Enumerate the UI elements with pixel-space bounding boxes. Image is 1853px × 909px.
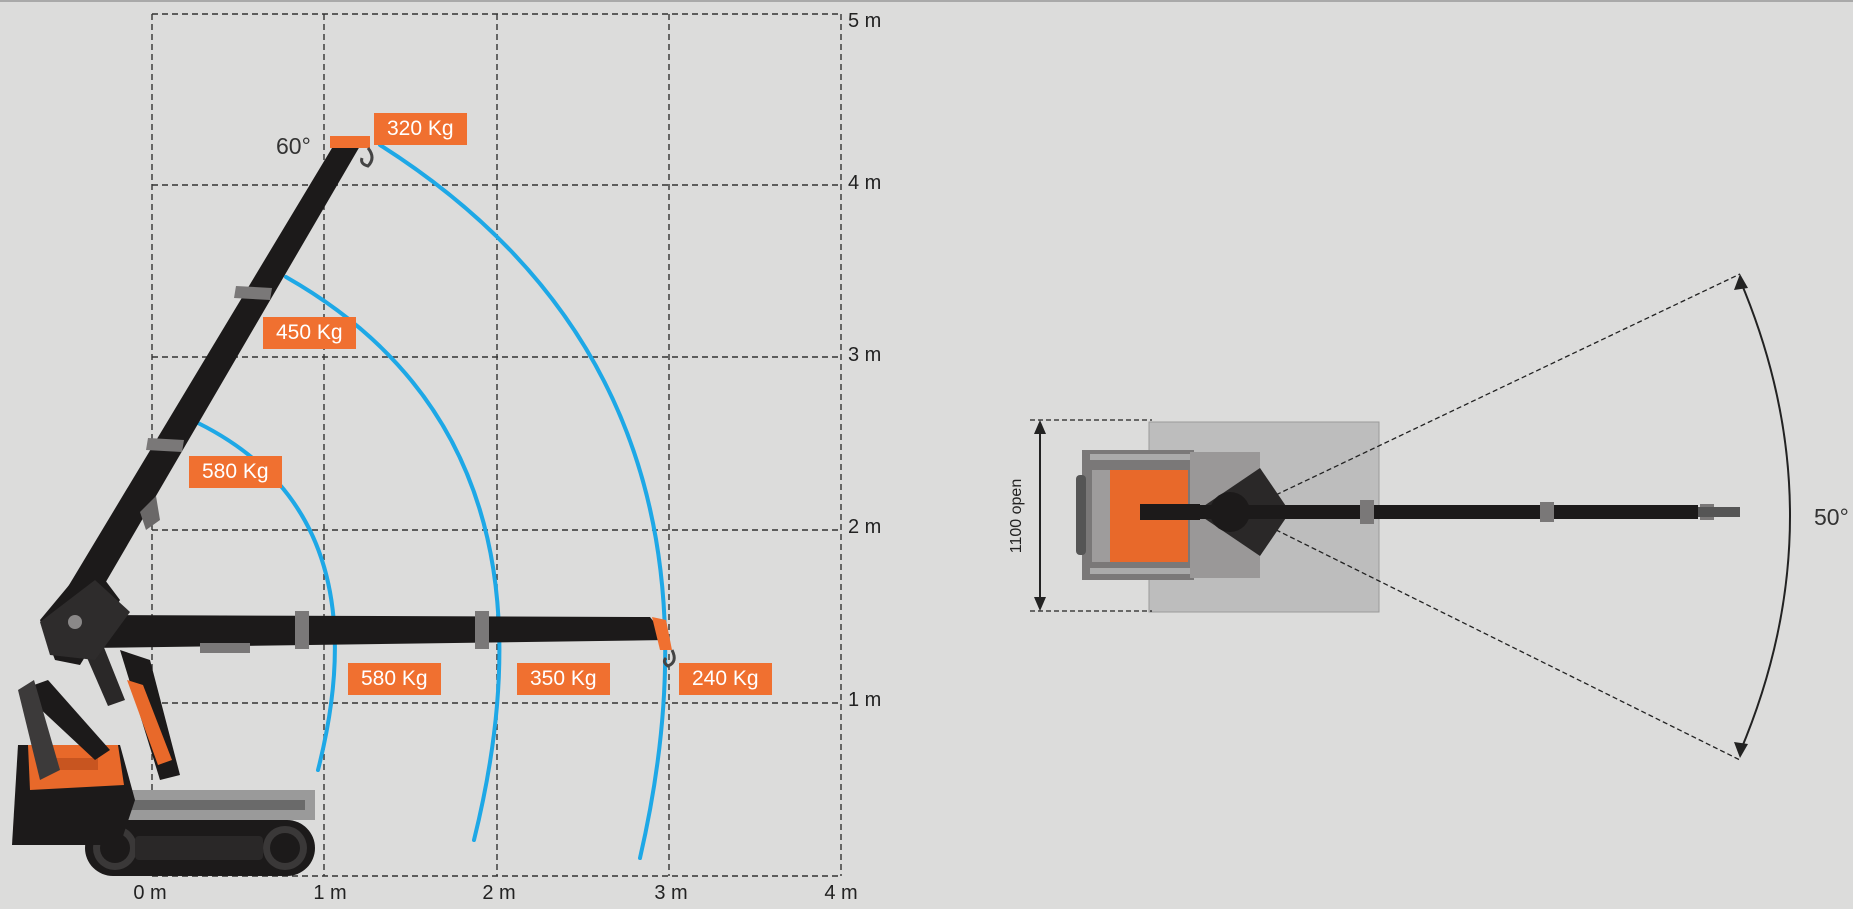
load-arc-inner [196, 421, 337, 772]
x-axis-label-4m: 4 m [824, 882, 858, 904]
x-axis-label-3m: 3 m [654, 882, 688, 904]
y-axis-label-1m: 1 m [848, 689, 882, 711]
y-axis-label-4m: 4 m [848, 172, 882, 194]
load-arc-middle [284, 275, 502, 842]
y-axis-label-2m: 2 m [848, 516, 882, 538]
elevated-boom [48, 138, 360, 640]
load-badge-elevated-middle: 450 Kg [263, 317, 356, 349]
load-arc-outer [378, 143, 668, 860]
load-badge-elevated-outer: 320 Kg [374, 113, 467, 145]
y-axis-label-5m: 5 m [848, 10, 882, 32]
load-radius-arcs [196, 143, 668, 860]
crane-top-view [1030, 273, 1791, 761]
x-axis-label-0m: 0 m [133, 882, 167, 904]
crane-side-view [12, 136, 676, 876]
load-badge-horizontal-inner: 580 Kg [348, 663, 441, 695]
boom-angle-label: 60° [276, 133, 311, 159]
slew-angle-label: 50° [1814, 504, 1849, 530]
horizontal-boom [88, 615, 668, 648]
x-axis-label-1m: 1 m [313, 882, 347, 904]
load-chart-grid [151, 13, 842, 877]
y-axis-label-3m: 3 m [848, 344, 882, 366]
slew-arc [1739, 279, 1791, 753]
x-axis-label-2m: 2 m [482, 882, 516, 904]
load-badge-elevated-inner: 580 Kg [189, 456, 282, 488]
top-border [0, 0, 1853, 2]
load-badge-horizontal-middle: 350 Kg [517, 663, 610, 695]
top-view-boom [1198, 505, 1698, 519]
open-width-text: 1100 open [1008, 478, 1025, 554]
load-badge-horizontal-outer: 240 Kg [679, 663, 772, 695]
